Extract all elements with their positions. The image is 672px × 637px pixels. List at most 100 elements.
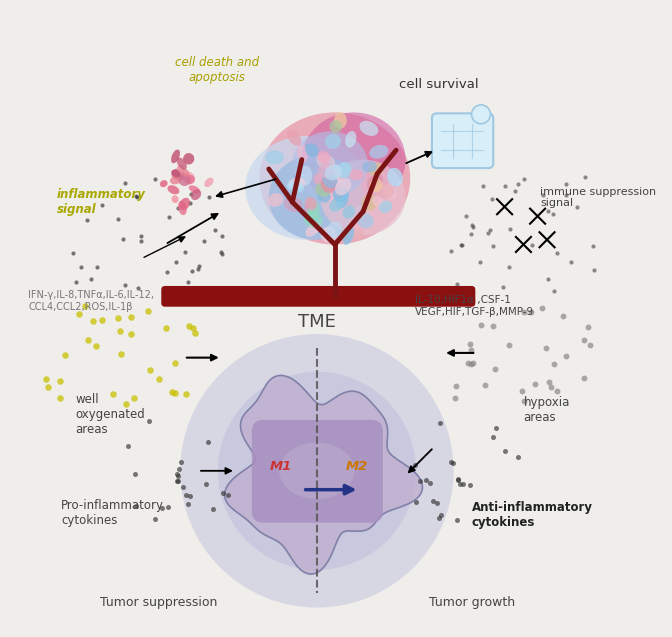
Ellipse shape (327, 222, 342, 239)
Point (434, 418, 445, 428)
Point (126, 312, 137, 322)
Ellipse shape (308, 201, 320, 218)
Ellipse shape (379, 201, 392, 213)
Ellipse shape (369, 145, 388, 159)
Point (174, 464, 185, 474)
Point (40, 374, 51, 384)
Ellipse shape (191, 189, 201, 200)
Point (451, 381, 462, 391)
Point (546, 382, 556, 392)
Point (530, 378, 540, 389)
Point (543, 377, 554, 387)
Point (97, 200, 108, 210)
Point (185, 198, 196, 208)
Text: Tumor suppression: Tumor suppression (99, 596, 217, 610)
Ellipse shape (329, 197, 343, 211)
Point (585, 340, 595, 350)
Point (193, 264, 204, 274)
Text: IFN-γ,IL-8,TNFα,IL-6,IL-12,
CCL4,CCL2,ROS,IL-1β: IFN-γ,IL-8,TNFα,IL-6,IL-12, CCL4,CCL2,RO… (28, 290, 155, 312)
Ellipse shape (372, 196, 384, 207)
Point (218, 487, 228, 497)
Point (513, 452, 523, 462)
Ellipse shape (331, 173, 342, 185)
Point (460, 211, 471, 221)
Point (560, 179, 571, 189)
Ellipse shape (171, 169, 181, 178)
Point (458, 478, 468, 489)
Point (409, 460, 420, 470)
Point (527, 240, 538, 250)
Point (427, 496, 438, 506)
Ellipse shape (325, 134, 341, 149)
Point (54, 376, 65, 386)
Point (580, 171, 591, 182)
Point (120, 280, 131, 290)
Point (88, 317, 99, 327)
Point (446, 245, 457, 255)
Point (170, 257, 181, 268)
Ellipse shape (204, 178, 214, 187)
Ellipse shape (333, 187, 349, 202)
Point (216, 248, 227, 259)
Ellipse shape (334, 112, 347, 129)
Point (129, 393, 140, 403)
Point (184, 321, 195, 331)
Point (425, 478, 435, 488)
Point (565, 257, 576, 267)
Point (60, 350, 71, 360)
Ellipse shape (318, 162, 334, 178)
Point (161, 323, 171, 333)
Ellipse shape (259, 112, 411, 245)
Point (467, 220, 478, 230)
Point (194, 261, 204, 271)
Text: hypoxia
areas: hypoxia areas (523, 396, 570, 424)
Point (510, 187, 521, 197)
Ellipse shape (345, 131, 356, 148)
Ellipse shape (328, 171, 342, 182)
Point (452, 279, 462, 289)
Point (548, 286, 559, 296)
Point (71, 277, 81, 287)
Point (482, 228, 493, 238)
Ellipse shape (302, 112, 405, 207)
Ellipse shape (326, 170, 343, 184)
Ellipse shape (245, 136, 368, 240)
Point (571, 202, 582, 212)
Point (162, 502, 173, 512)
Point (132, 192, 142, 202)
Point (421, 475, 431, 485)
Point (552, 248, 562, 259)
Point (466, 359, 476, 369)
Point (512, 179, 523, 189)
Ellipse shape (298, 166, 312, 185)
Text: cell survival: cell survival (398, 78, 478, 90)
Text: TME: TME (298, 313, 336, 331)
Ellipse shape (269, 155, 363, 240)
Point (222, 490, 233, 500)
Point (466, 345, 476, 355)
Text: Pro-inflammatory
cytokines: Pro-inflammatory cytokines (61, 499, 164, 527)
Text: cell death and
apoptosis: cell death and apoptosis (175, 56, 259, 84)
Point (208, 505, 218, 515)
Point (411, 497, 422, 507)
Point (488, 432, 499, 442)
Point (181, 490, 192, 501)
Point (578, 373, 589, 383)
Point (145, 364, 156, 375)
Ellipse shape (367, 174, 383, 190)
Ellipse shape (297, 145, 308, 162)
Ellipse shape (325, 164, 342, 180)
Text: M1: M1 (270, 460, 292, 473)
FancyBboxPatch shape (252, 420, 383, 523)
Point (126, 329, 136, 339)
Point (180, 247, 191, 257)
Ellipse shape (360, 121, 378, 136)
Point (490, 364, 501, 374)
Ellipse shape (304, 202, 317, 214)
Text: Anti-inflammatory
cytokines: Anti-inflammatory cytokines (472, 501, 593, 529)
Point (497, 282, 508, 292)
Circle shape (472, 105, 491, 124)
Point (178, 482, 189, 492)
Point (201, 479, 212, 489)
Ellipse shape (185, 172, 195, 183)
